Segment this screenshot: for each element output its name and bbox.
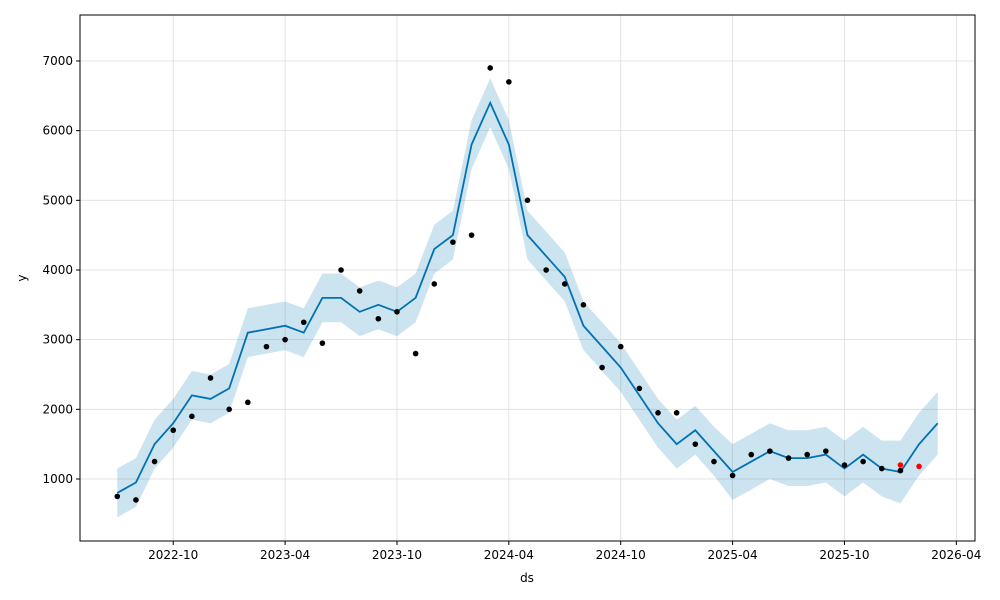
data-point	[468, 232, 475, 238]
x-tick-label: 2026-04	[931, 548, 981, 562]
data-point	[543, 267, 549, 273]
data-point	[245, 399, 251, 406]
data-point	[617, 343, 624, 350]
x-tick-label: 2023-04	[260, 548, 310, 562]
data-point	[170, 427, 177, 434]
data-point	[151, 458, 158, 465]
data-point	[823, 448, 829, 454]
y-tick-label: 4000	[42, 263, 73, 277]
data-point	[767, 448, 773, 454]
x-tick-label: 2023-10	[372, 548, 422, 562]
data-point	[263, 343, 270, 350]
data-point	[394, 308, 400, 315]
data-point	[655, 410, 661, 416]
y-tick-label: 5000	[42, 193, 73, 207]
x-tick-label: 2024-04	[484, 548, 534, 562]
data-point	[450, 239, 456, 245]
data-point	[692, 441, 699, 447]
y-tick-label: 3000	[42, 333, 73, 347]
x-tick-label: 2025-04	[708, 548, 758, 562]
data-point	[506, 79, 512, 85]
data-point	[711, 458, 717, 465]
data-point	[375, 315, 382, 322]
data-point	[897, 467, 904, 474]
data-point	[431, 281, 438, 287]
data-point	[338, 267, 344, 273]
y-tick-label: 2000	[42, 402, 73, 416]
data-point	[580, 302, 587, 308]
uncertainty-band	[117, 78, 938, 518]
data-point	[207, 375, 214, 381]
data-point	[189, 413, 195, 420]
data-point	[729, 472, 736, 479]
data-point	[133, 497, 139, 503]
data-point	[524, 197, 531, 204]
data-point	[226, 406, 232, 413]
y-axis-label: y	[15, 274, 29, 281]
data-point	[878, 465, 885, 472]
data-point	[841, 462, 848, 468]
data-point	[636, 385, 643, 392]
x-tick-label: 2022-10	[148, 548, 198, 562]
data-point	[804, 451, 810, 458]
x-axis-label: ds	[520, 571, 534, 585]
data-point	[860, 458, 866, 465]
data-point	[356, 288, 363, 294]
data-point	[916, 463, 922, 470]
data-point	[412, 350, 419, 357]
y-tick-label: 7000	[42, 54, 73, 68]
y-tick-label: 6000	[42, 124, 73, 138]
plot-frame	[79, 14, 976, 542]
data-point	[897, 462, 904, 468]
data-point	[114, 493, 121, 500]
data-point	[748, 451, 755, 458]
x-tick-label: 2025-10	[819, 548, 869, 562]
x-tick-label: 2024-10	[596, 548, 646, 562]
y-tick-label: 1000	[42, 472, 73, 486]
data-point	[785, 455, 792, 461]
data-point	[319, 340, 326, 346]
forecast-line	[116, 100, 939, 494]
data-point	[599, 364, 605, 371]
data-point	[561, 281, 568, 287]
data-point	[487, 65, 494, 71]
data-point	[282, 336, 288, 343]
data-point	[673, 410, 680, 416]
data-point	[300, 319, 307, 326]
